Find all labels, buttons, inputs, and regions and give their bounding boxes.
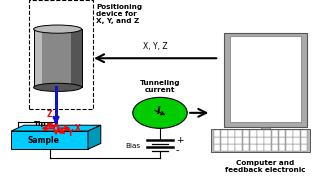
Text: Positioning
device for
X, Y, and Z: Positioning device for X, Y, and Z — [96, 4, 142, 24]
Bar — [214, 144, 220, 151]
Circle shape — [133, 97, 187, 128]
Polygon shape — [11, 131, 88, 149]
Text: Tunneling
current: Tunneling current — [140, 80, 180, 93]
Text: -: - — [176, 146, 180, 155]
Bar — [293, 130, 300, 137]
Bar — [236, 137, 242, 144]
Bar — [264, 137, 271, 144]
Text: X, Y, Z: X, Y, Z — [143, 42, 167, 51]
Bar — [272, 130, 278, 137]
Bar — [228, 130, 235, 137]
Bar — [293, 144, 300, 151]
Bar — [293, 137, 300, 144]
Bar — [300, 144, 307, 151]
Bar — [34, 29, 82, 87]
Bar — [279, 144, 285, 151]
Text: Y: Y — [68, 129, 73, 138]
FancyBboxPatch shape — [230, 36, 301, 122]
Bar — [236, 130, 242, 137]
Bar — [250, 144, 257, 151]
Bar — [286, 144, 293, 151]
Ellipse shape — [34, 25, 82, 33]
Bar — [272, 144, 278, 151]
Bar — [286, 130, 293, 137]
Bar — [272, 137, 278, 144]
Bar — [250, 137, 257, 144]
Bar — [214, 137, 220, 144]
Bar — [29, 0, 93, 109]
Polygon shape — [88, 125, 101, 149]
Bar — [34, 29, 82, 87]
Bar — [264, 130, 271, 137]
Bar — [221, 144, 228, 151]
Bar — [286, 137, 293, 144]
Polygon shape — [11, 125, 101, 131]
Bar — [264, 144, 271, 151]
Text: Computer and
feedback electronic: Computer and feedback electronic — [225, 160, 306, 173]
Bar — [71, 29, 82, 87]
Bar — [257, 137, 264, 144]
Bar — [236, 144, 242, 151]
Bar — [228, 137, 235, 144]
Bar — [243, 144, 249, 151]
FancyBboxPatch shape — [211, 129, 310, 152]
Bar — [221, 137, 228, 144]
Bar — [243, 130, 249, 137]
Bar — [300, 137, 307, 144]
Text: I: I — [156, 106, 160, 116]
Bar — [279, 137, 285, 144]
Bar — [250, 130, 257, 137]
Bar — [257, 144, 264, 151]
FancyBboxPatch shape — [224, 33, 307, 127]
Text: Tip: Tip — [34, 121, 46, 126]
Bar — [221, 130, 228, 137]
Text: X: X — [75, 124, 81, 133]
Text: Sample: Sample — [28, 136, 60, 145]
Bar — [300, 130, 307, 137]
Text: +: + — [176, 136, 183, 145]
Bar — [228, 144, 235, 151]
Bar — [34, 29, 42, 87]
Ellipse shape — [34, 83, 82, 91]
Bar — [261, 127, 270, 132]
Text: Bias: Bias — [125, 143, 140, 149]
Bar — [214, 130, 220, 137]
Bar — [251, 131, 280, 134]
Bar — [279, 130, 285, 137]
Bar — [243, 137, 249, 144]
Bar — [257, 130, 264, 137]
Text: Z: Z — [46, 110, 52, 119]
